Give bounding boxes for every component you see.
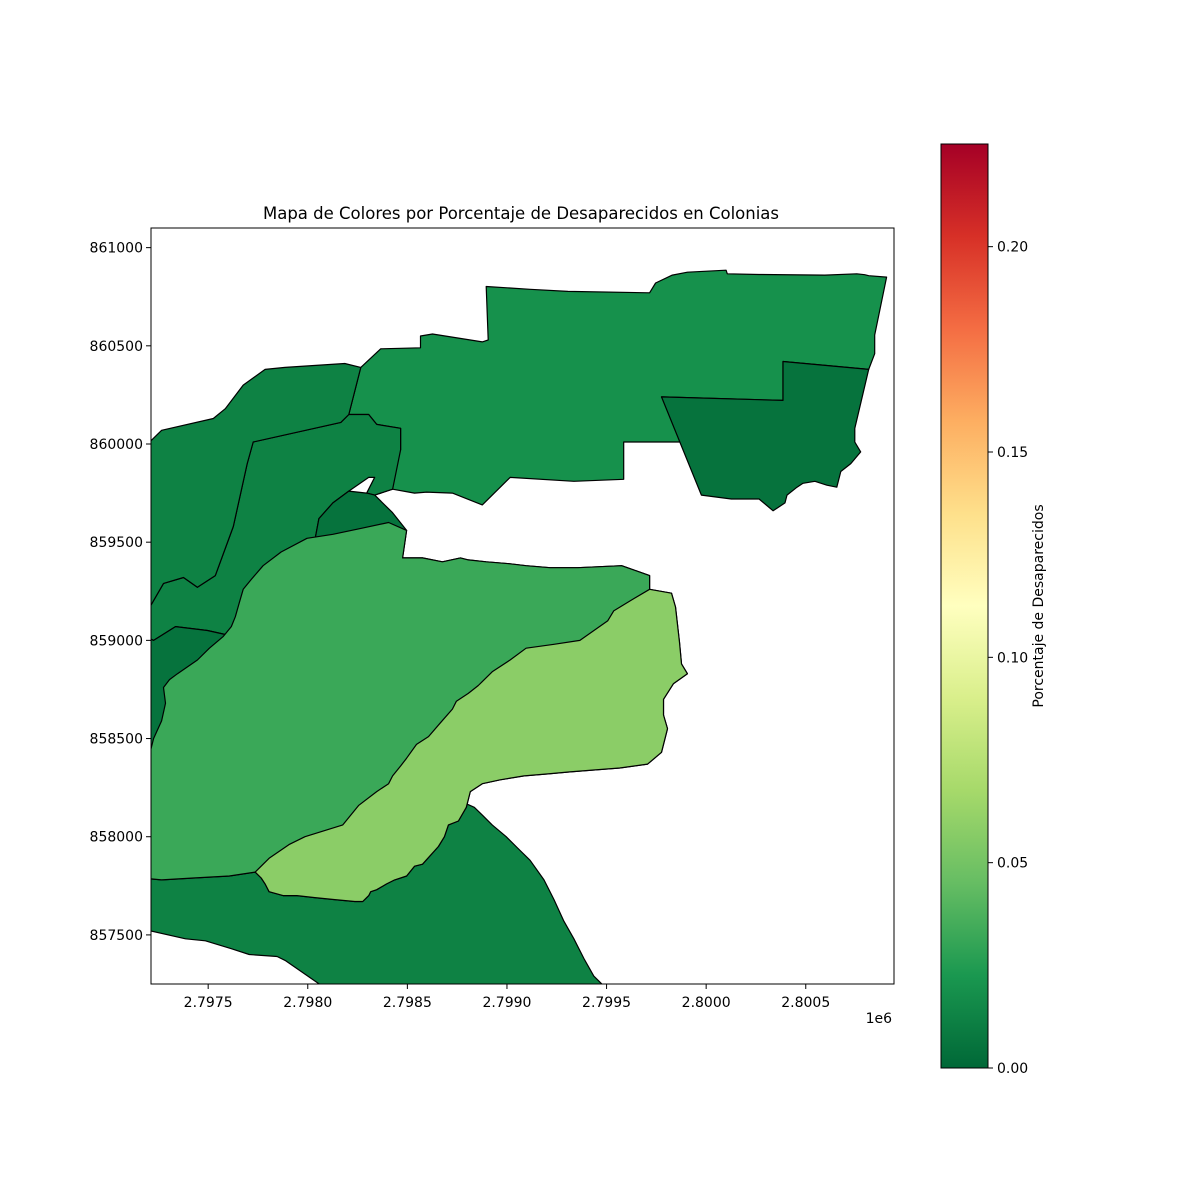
colorbar-label: Porcentaje de Desaparecidos [1031,504,1047,707]
map-regions [151,269,888,984]
y-tick-label: 858000 [90,830,143,846]
x-tick-label: 2.7975 [184,995,233,1011]
y-tick-label: 859000 [90,633,143,649]
y-tick-label: 861000 [90,241,143,257]
y-tick-label: 859500 [90,535,143,551]
colorbar-tick-label: 0.05 [997,856,1028,872]
y-tick-label: 858500 [90,732,143,748]
colorbar-tick-label: 0.15 [997,445,1028,461]
colorbar-tick-label: 0.00 [997,1061,1028,1077]
x-tick-label: 2.7980 [283,995,332,1011]
x-tick-label: 2.7995 [582,995,631,1011]
plot-frame [150,227,895,985]
y-tick-label: 860500 [90,339,143,355]
y-tick-label: 857500 [90,928,143,944]
x-tick-label: 2.7985 [383,995,432,1011]
y-tick-label: 860000 [90,437,143,453]
colorbar-tick-label: 0.20 [997,240,1028,256]
x-tick-label: 2.8005 [781,995,830,1011]
colorbar [940,143,989,1069]
x-tick-label: 2.7990 [482,995,531,1011]
chart-title: Mapa de Colores por Porcentaje de Desapa… [263,204,779,223]
x-offset-label: 1e6 [866,1011,893,1027]
x-tick-label: 2.8000 [682,995,731,1011]
colorbar-tick-label: 0.10 [997,650,1028,666]
region-8 [254,588,689,903]
colorbar-ticks: 0.00 0.05 0.10 0.15 0.20 [988,240,1028,1077]
x-axis-ticks: 2.7975 2.7980 2.7985 2.7990 2.7995 2.8000 2.80… [184,984,830,1011]
region-2 [660,360,870,512]
y-axis-ticks: 857500 858000 858500 859000 859500 860000 8605… [90,241,151,944]
